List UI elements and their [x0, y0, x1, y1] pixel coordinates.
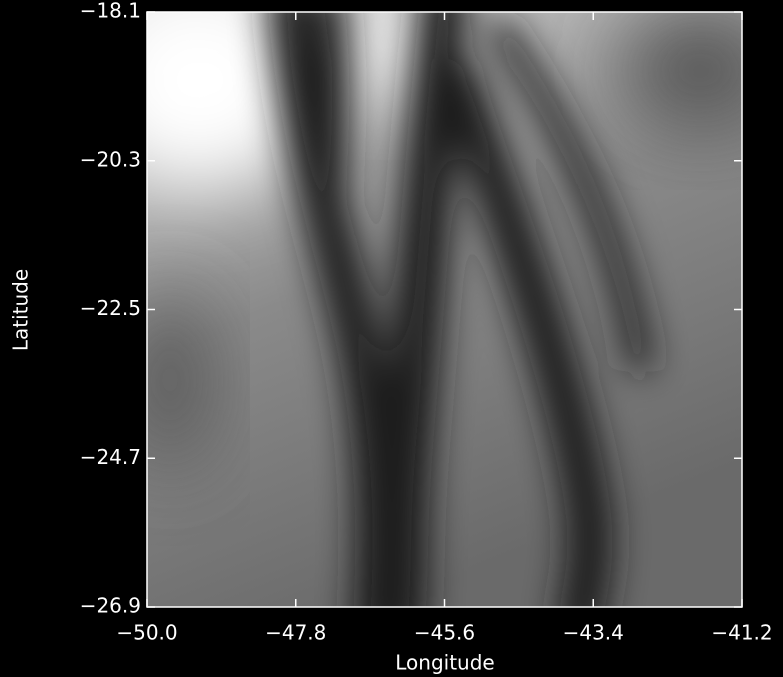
satellite-image [80, 0, 780, 620]
x-tick-label: −45.6 [414, 621, 475, 645]
y-tick-label: −18.1 [80, 0, 141, 23]
x-axis-label: Longitude [395, 651, 494, 675]
x-tick-label: −47.8 [265, 621, 326, 645]
y-axis-label: Latitude [9, 269, 33, 351]
x-tick-label: −41.2 [711, 621, 772, 645]
y-tick-label: −22.5 [80, 296, 141, 320]
page: {"chart_data": {"type": "image", "x_labe… [0, 0, 783, 677]
x-tick-label: −50.0 [116, 621, 177, 645]
y-tick-label: −20.3 [80, 147, 141, 171]
y-tick-label: −26.9 [80, 594, 141, 618]
x-tick-label: −43.4 [563, 621, 624, 645]
y-tick-label: −24.7 [80, 445, 141, 469]
chart: Longitude Latitude −50.0 −47.8 −45.6 −43.4 −… [0, 0, 783, 677]
